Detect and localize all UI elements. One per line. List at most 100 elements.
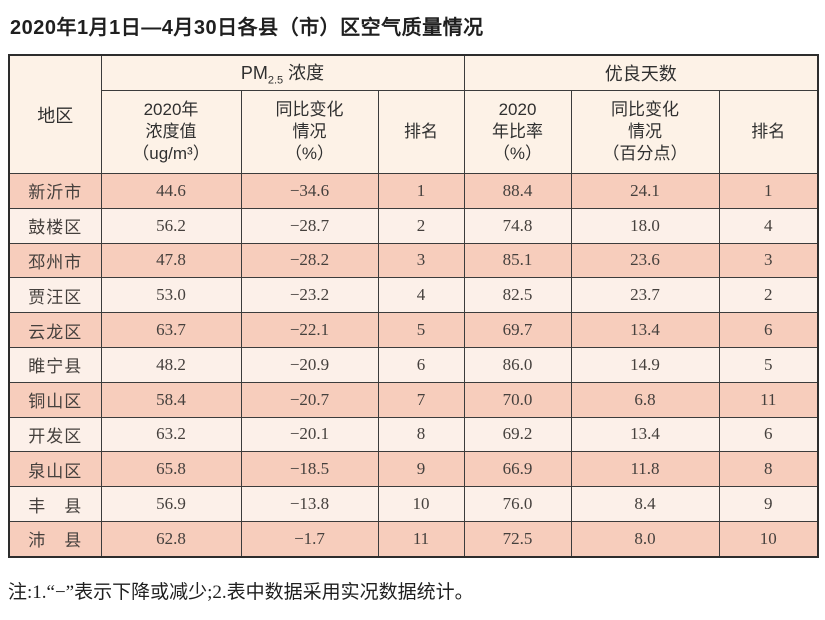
- cell-pm25-rank: 8: [377, 416, 465, 453]
- cell-pm25-change: −34.6: [240, 173, 379, 209]
- cell-region: 丰 县: [8, 486, 102, 522]
- cell-good-change: 13.4: [570, 312, 720, 348]
- cell-pm25-change: −23.2: [240, 277, 379, 314]
- cell-region: 邳州市: [8, 242, 102, 279]
- cell-good-rank: 6: [718, 416, 819, 453]
- header-pm25-rank: 排名: [377, 90, 465, 174]
- header-good-rank: 排名: [718, 90, 819, 174]
- cell-good-rank: 1: [718, 173, 819, 209]
- cell-good-rate: 70.0: [463, 381, 572, 418]
- cell-pm25-rank: 5: [377, 312, 465, 348]
- cell-good-rank: 3: [718, 242, 819, 279]
- header-good-rate: 2020 年比率 （%）: [463, 90, 572, 174]
- cell-good-change: 11.8: [570, 451, 720, 488]
- cell-good-change: 24.1: [570, 173, 720, 209]
- cell-good-change: 23.6: [570, 242, 720, 279]
- cell-pm25-value: 53.0: [100, 277, 242, 314]
- cell-good-change: 18.0: [570, 207, 720, 244]
- cell-good-change: 14.9: [570, 346, 720, 383]
- cell-pm25-change: −13.8: [240, 486, 379, 522]
- cell-pm25-change: −20.1: [240, 416, 379, 453]
- table-row: 丰 县 56.9 −13.8 10 76.0 8.4 9: [8, 486, 819, 522]
- table-row: 开发区 63.2 −20.1 8 69.2 13.4 6: [8, 416, 819, 453]
- cell-good-rank: 6: [718, 312, 819, 348]
- cell-good-rank: 9: [718, 486, 819, 522]
- cell-good-rate: 86.0: [463, 346, 572, 383]
- table-body: 新沂市 44.6 −34.6 1 88.4 24.1 1 鼓楼区 56.2 −2…: [8, 173, 819, 558]
- cell-pm25-value: 44.6: [100, 173, 242, 209]
- cell-pm25-rank: 6: [377, 346, 465, 383]
- cell-pm25-rank: 9: [377, 451, 465, 488]
- cell-region: 铜山区: [8, 381, 102, 418]
- cell-pm25-value: 56.9: [100, 486, 242, 522]
- cell-pm25-rank: 11: [377, 520, 465, 558]
- cell-region: 贾汪区: [8, 277, 102, 314]
- cell-pm25-rank: 7: [377, 381, 465, 418]
- cell-pm25-value: 62.8: [100, 520, 242, 558]
- cell-good-change: 8.0: [570, 520, 720, 558]
- cell-region: 泉山区: [8, 451, 102, 488]
- header-region: 地区: [8, 54, 102, 174]
- cell-good-rate: 88.4: [463, 173, 572, 209]
- table-row: 新沂市 44.6 −34.6 1 88.4 24.1 1: [8, 173, 819, 209]
- cell-good-change: 6.8: [570, 381, 720, 418]
- cell-region: 新沂市: [8, 173, 102, 209]
- cell-pm25-value: 48.2: [100, 346, 242, 383]
- cell-pm25-value: 56.2: [100, 207, 242, 244]
- cell-pm25-rank: 1: [377, 173, 465, 209]
- pm25-label-suffix: 浓度: [283, 63, 325, 84]
- table-header: 地区 PM2.5 浓度 优良天数 2020年 浓度值 （ug/m³） 同比变化 …: [8, 54, 819, 174]
- cell-pm25-rank: 2: [377, 207, 465, 244]
- cell-pm25-value: 65.8: [100, 451, 242, 488]
- cell-region: 鼓楼区: [8, 207, 102, 244]
- header-sub-row: 2020年 浓度值 （ug/m³） 同比变化 情况 （%） 排名 2020 年比…: [9, 90, 819, 174]
- cell-region: 沛 县: [8, 520, 102, 558]
- table-row: 泉山区 65.8 −18.5 9 66.9 11.8 8: [8, 451, 819, 488]
- cell-pm25-rank: 10: [377, 486, 465, 522]
- cell-region: 睢宁县: [8, 346, 102, 383]
- air-quality-table: 地区 PM2.5 浓度 优良天数 2020年 浓度值 （ug/m³） 同比变化 …: [8, 54, 820, 558]
- header-pm25-value: 2020年 浓度值 （ug/m³）: [100, 90, 242, 174]
- table-row: 贾汪区 53.0 −23.2 4 82.5 23.7 2: [8, 277, 819, 314]
- header-good-days-group: 优良天数: [463, 54, 819, 91]
- cell-good-rank: 2: [718, 277, 819, 314]
- cell-pm25-change: −28.2: [240, 242, 379, 279]
- table-row: 鼓楼区 56.2 −28.7 2 74.8 18.0 4: [8, 207, 819, 244]
- cell-good-rate: 74.8: [463, 207, 572, 244]
- cell-region: 云龙区: [8, 312, 102, 348]
- cell-pm25-rank: 3: [377, 242, 465, 279]
- footnote: 注:1.“−”表示下降或减少;2.表中数据采用实况数据统计。: [8, 581, 474, 603]
- cell-pm25-change: −20.7: [240, 381, 379, 418]
- table-row: 云龙区 63.7 −22.1 5 69.7 13.4 6: [8, 312, 819, 348]
- cell-pm25-change: −18.5: [240, 451, 379, 488]
- cell-good-change: 13.4: [570, 416, 720, 453]
- table-row: 铜山区 58.4 −20.7 7 70.0 6.8 11: [8, 381, 819, 418]
- cell-good-change: 23.7: [570, 277, 720, 314]
- cell-region: 开发区: [8, 416, 102, 453]
- cell-good-rate: 72.5: [463, 520, 572, 558]
- table-row: 沛 县 62.8 −1.7 11 72.5 8.0 10: [8, 520, 819, 558]
- cell-good-change: 8.4: [570, 486, 720, 522]
- header-pm25-group: PM2.5 浓度: [100, 54, 465, 91]
- cell-good-rate: 69.7: [463, 312, 572, 348]
- table-row: 睢宁县 48.2 −20.9 6 86.0 14.9 5: [8, 346, 819, 383]
- cell-pm25-value: 63.2: [100, 416, 242, 453]
- cell-good-rank: 4: [718, 207, 819, 244]
- cell-good-rate: 85.1: [463, 242, 572, 279]
- table-row: 邳州市 47.8 −28.2 3 85.1 23.6 3: [8, 242, 819, 279]
- header-pm25-change: 同比变化 情况 （%）: [240, 90, 379, 174]
- cell-pm25-value: 63.7: [100, 312, 242, 348]
- cell-good-rate: 69.2: [463, 416, 572, 453]
- pm25-label-prefix: PM: [240, 63, 268, 84]
- cell-good-rate: 76.0: [463, 486, 572, 522]
- header-good-change: 同比变化 情况 （百分点）: [570, 90, 720, 174]
- cell-pm25-change: −20.9: [240, 346, 379, 383]
- cell-pm25-change: −1.7: [240, 520, 379, 558]
- cell-pm25-value: 47.8: [100, 242, 242, 279]
- cell-good-rate: 82.5: [463, 277, 572, 314]
- cell-good-rank: 8: [718, 451, 819, 488]
- cell-good-rank: 10: [718, 520, 819, 558]
- header-group-row: 地区 PM2.5 浓度 优良天数: [8, 54, 819, 174]
- cell-pm25-rank: 4: [377, 277, 465, 314]
